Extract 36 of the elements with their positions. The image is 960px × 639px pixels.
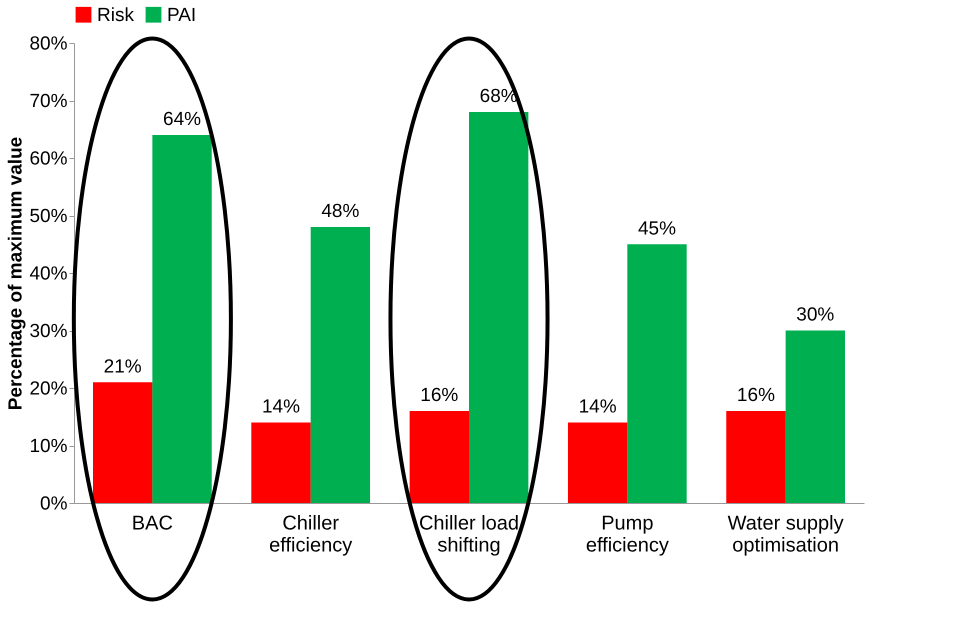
y-tick-label: 80% bbox=[29, 34, 68, 54]
data-label: 14% bbox=[578, 396, 617, 418]
y-tick-label: 50% bbox=[29, 206, 68, 227]
y-tick-label: 20% bbox=[29, 378, 68, 400]
legend-label: PAI bbox=[167, 4, 196, 26]
x-tick-label: Water supply optimisation bbox=[728, 512, 844, 556]
data-label: 14% bbox=[262, 396, 300, 418]
legend-label: Risk bbox=[97, 4, 134, 26]
bar bbox=[410, 411, 469, 503]
bar bbox=[93, 382, 152, 503]
y-tick-label: 0% bbox=[40, 494, 68, 514]
data-label: 48% bbox=[321, 201, 360, 222]
data-label: 64% bbox=[163, 109, 202, 130]
y-axis-title: Percentage of maximum value bbox=[5, 136, 26, 410]
y-tick-label: 40% bbox=[29, 264, 68, 284]
data-label: 21% bbox=[104, 356, 142, 378]
bar bbox=[726, 411, 786, 503]
data-label: 30% bbox=[796, 304, 834, 326]
data-label: 45% bbox=[638, 218, 676, 240]
data-label: 16% bbox=[420, 385, 458, 406]
x-tick-label: Chiller load shifting bbox=[418, 512, 520, 556]
y-tick-label: 30% bbox=[29, 321, 68, 342]
bar bbox=[469, 112, 528, 503]
bar bbox=[786, 330, 845, 503]
bar bbox=[568, 422, 628, 503]
y-tick-label: 10% bbox=[29, 436, 68, 457]
bar bbox=[310, 227, 370, 503]
bar bbox=[251, 422, 311, 503]
x-tick-label: Chiller efficiency bbox=[269, 512, 352, 556]
y-tick-label: 60% bbox=[29, 148, 68, 170]
y-tick-label: 70% bbox=[29, 91, 68, 112]
bar bbox=[627, 244, 687, 503]
x-tick-label: Pump efficiency bbox=[586, 512, 669, 556]
x-tick-label: BAC bbox=[132, 512, 173, 534]
bar bbox=[152, 135, 212, 503]
data-label: 16% bbox=[736, 385, 776, 406]
